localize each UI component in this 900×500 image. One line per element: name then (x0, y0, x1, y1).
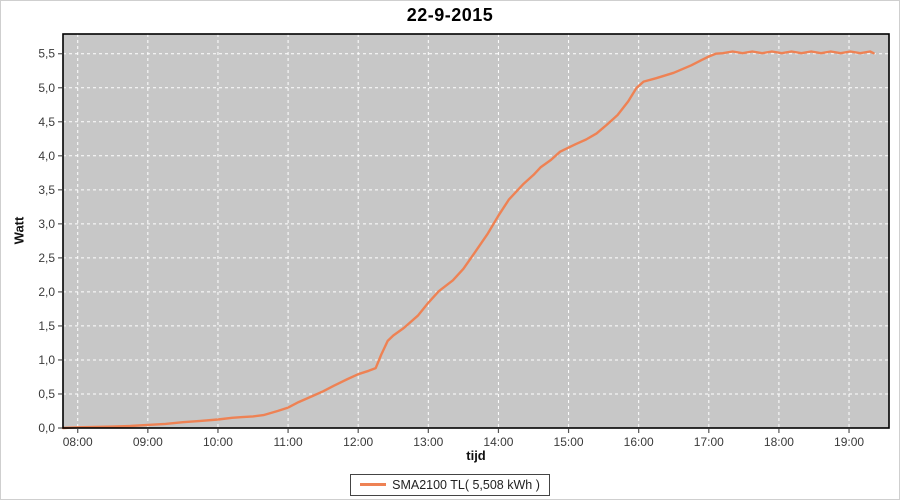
tick-marks (58, 53, 850, 433)
y-tick-label: 4,5 (38, 115, 55, 129)
series-line (61, 50, 875, 430)
y-tick-label: 4,0 (38, 149, 55, 163)
y-tick-label: 2,5 (38, 251, 55, 265)
x-tick-label: 09:00 (133, 435, 163, 449)
x-axis-label: tijd (466, 448, 486, 463)
x-tick-label: 12:00 (343, 435, 373, 449)
y-tick-label: 1,5 (38, 319, 55, 333)
legend-box: SMA2100 TL( 5,508 kWh ) (350, 474, 550, 496)
chart-title: 22-9-2015 (406, 5, 494, 25)
y-tick-label: 0,5 (38, 387, 55, 401)
y-tick-label: 5,0 (38, 81, 55, 95)
x-tick-label: 14:00 (483, 435, 513, 449)
x-tick-label: 11:00 (274, 435, 303, 449)
legend-line-swatch-icon (360, 483, 387, 486)
x-tick-label: 08:00 (63, 435, 93, 449)
y-tick-label: 3,5 (38, 183, 55, 197)
x-tick-label: 10:00 (203, 435, 233, 449)
y-tick-label: 2,0 (38, 285, 55, 299)
y-tick-label: 0,0 (38, 421, 55, 435)
x-tick-label: 15:00 (554, 435, 584, 449)
x-tick-label: 13:00 (413, 435, 443, 449)
y-tick-label: 3,0 (38, 217, 55, 231)
legend-label: SMA2100 TL( 5,508 kWh ) (392, 477, 540, 492)
x-tick-label: 18:00 (764, 435, 794, 449)
x-tick-label: 19:00 (834, 435, 864, 449)
plot-background (63, 34, 889, 428)
x-tick-label: 17:00 (694, 435, 724, 449)
legend: SMA2100 TL( 5,508 kWh ) (1, 474, 899, 496)
x-tick-label: 16:00 (624, 435, 654, 449)
y-tick-label: 5,5 (38, 47, 55, 61)
y-tick-label: 1,0 (38, 353, 55, 367)
plot-border (62, 33, 890, 429)
tick-labels: 08:00 09:00 10:00 11:00 12:00 13:00 14:00 15:00… (38, 47, 864, 449)
y-axis-label: Watt (11, 216, 27, 245)
